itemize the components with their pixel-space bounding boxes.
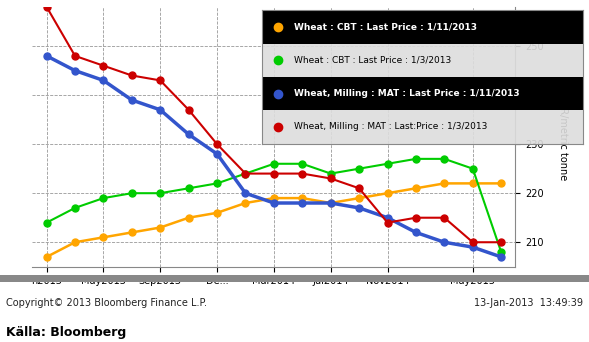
Wheat : CBT : Last Price : 1/11/2013: (8, 219): CBT : Last Price : 1/11/2013: (8, 219) (270, 196, 277, 200)
Wheat : CBT : Last Price : 1/3/2013: (5, 221): CBT : Last Price : 1/3/2013: (5, 221) (185, 186, 192, 190)
Wheat, Milling : MAT : Last Price : 1/11/2013: (10, 218): MAT : Last Price : 1/11/2013: (10, 218) (327, 201, 334, 205)
Wheat : CBT : Last Price : 1/11/2013: (14, 222): CBT : Last Price : 1/11/2013: (14, 222) (441, 181, 448, 185)
Wheat, Milling : MAT : Last Price : 1/3/2013: (2, 246): MAT : Last Price : 1/3/2013: (2, 246) (100, 64, 107, 68)
FancyBboxPatch shape (262, 10, 583, 44)
Wheat : CBT : Last Price : 1/3/2013: (2, 219): CBT : Last Price : 1/3/2013: (2, 219) (100, 196, 107, 200)
Wheat, Milling : MAT : Last Price : 1/3/2013: (13, 215): MAT : Last Price : 1/3/2013: (13, 215) (412, 216, 419, 220)
Wheat : CBT : Last Price : 1/3/2013: (1, 217): CBT : Last Price : 1/3/2013: (1, 217) (71, 206, 78, 210)
Wheat, Milling : MAT : Last Price : 1/3/2013: (4, 243): MAT : Last Price : 1/3/2013: (4, 243) (157, 78, 164, 82)
Wheat : CBT : Last Price : 1/11/2013: (4, 213): CBT : Last Price : 1/11/2013: (4, 213) (157, 225, 164, 229)
Wheat, Milling : MAT : Last Price : 1/11/2013: (1, 245): MAT : Last Price : 1/11/2013: (1, 245) (71, 68, 78, 73)
Wheat : CBT : Last Price : 1/3/2013: (16, 208): CBT : Last Price : 1/3/2013: (16, 208) (498, 250, 505, 254)
Line: Wheat : CBT : Last Price : 1/11/2013: Wheat : CBT : Last Price : 1/11/2013 (43, 180, 505, 260)
Wheat : CBT : Last Price : 1/3/2013: (3, 220): CBT : Last Price : 1/3/2013: (3, 220) (128, 191, 135, 195)
Wheat : CBT : Last Price : 1/11/2013: (2, 211): CBT : Last Price : 1/11/2013: (2, 211) (100, 235, 107, 239)
Text: Copyright© 2013 Bloomberg Finance L.P.: Copyright© 2013 Bloomberg Finance L.P. (6, 298, 207, 308)
Wheat, Milling : MAT : Last Price : 1/3/2013: (1, 248): MAT : Last Price : 1/3/2013: (1, 248) (71, 54, 78, 58)
Text: Wheat : CBT : Last Price : 1/3/2013: Wheat : CBT : Last Price : 1/3/2013 (294, 56, 451, 65)
Line: Wheat, Milling : MAT : Last Price : 1/11/2013: Wheat, Milling : MAT : Last Price : 1/11… (43, 52, 505, 260)
Line: Wheat : CBT : Last Price : 1/3/2013: Wheat : CBT : Last Price : 1/3/2013 (43, 155, 505, 255)
Wheat : CBT : Last Price : 1/11/2013: (5, 215): CBT : Last Price : 1/11/2013: (5, 215) (185, 216, 192, 220)
Wheat, Milling : MAT : Last Price : 1/11/2013: (4, 237): MAT : Last Price : 1/11/2013: (4, 237) (157, 108, 164, 112)
Wheat : CBT : Last Price : 1/11/2013: (16, 222): CBT : Last Price : 1/11/2013: (16, 222) (498, 181, 505, 185)
Wheat : CBT : Last Price : 1/3/2013: (6, 222): CBT : Last Price : 1/3/2013: (6, 222) (214, 181, 221, 185)
Wheat : CBT : Last Price : 1/11/2013: (0, 207): CBT : Last Price : 1/11/2013: (0, 207) (43, 255, 50, 259)
Wheat, Milling : MAT : Last Price : 1/11/2013: (15, 209): MAT : Last Price : 1/11/2013: (15, 209) (469, 245, 477, 249)
Wheat, Milling : MAT : Last Price : 1/11/2013: (7, 220): MAT : Last Price : 1/11/2013: (7, 220) (242, 191, 249, 195)
Wheat, Milling : MAT : Last Price : 1/3/2013: (6, 230): MAT : Last Price : 1/3/2013: (6, 230) (214, 142, 221, 146)
Wheat : CBT : Last Price : 1/3/2013: (15, 225): CBT : Last Price : 1/3/2013: (15, 225) (469, 167, 477, 171)
Wheat : CBT : Last Price : 1/11/2013: (3, 212): CBT : Last Price : 1/11/2013: (3, 212) (128, 231, 135, 235)
Wheat : CBT : Last Price : 1/3/2013: (4, 220): CBT : Last Price : 1/3/2013: (4, 220) (157, 191, 164, 195)
Wheat, Milling : MAT : Last Price : 1/11/2013: (12, 215): MAT : Last Price : 1/11/2013: (12, 215) (384, 216, 391, 220)
Wheat : CBT : Last Price : 1/11/2013: (11, 219): CBT : Last Price : 1/11/2013: (11, 219) (356, 196, 363, 200)
Text: Wheat : CBT : Last Price : 1/11/2013: Wheat : CBT : Last Price : 1/11/2013 (294, 23, 477, 31)
Wheat, Milling : MAT : Last Price : 1/3/2013: (3, 244): MAT : Last Price : 1/3/2013: (3, 244) (128, 74, 135, 78)
Wheat, Milling : MAT : Last Price : 1/11/2013: (16, 207): MAT : Last Price : 1/11/2013: (16, 207) (498, 255, 505, 259)
Wheat, Milling : MAT : Last Price : 1/11/2013: (9, 218): MAT : Last Price : 1/11/2013: (9, 218) (299, 201, 306, 205)
Wheat, Milling : MAT : Last Price : 1/3/2013: (8, 224): MAT : Last Price : 1/3/2013: (8, 224) (270, 172, 277, 176)
Wheat : CBT : Last Price : 1/11/2013: (9, 219): CBT : Last Price : 1/11/2013: (9, 219) (299, 196, 306, 200)
Wheat, Milling : MAT : Last Price : 1/11/2013: (6, 228): MAT : Last Price : 1/11/2013: (6, 228) (214, 152, 221, 156)
Wheat, Milling : MAT : Last Price : 1/11/2013: (5, 232): MAT : Last Price : 1/11/2013: (5, 232) (185, 132, 192, 136)
Wheat : CBT : Last Price : 1/3/2013: (10, 224): CBT : Last Price : 1/3/2013: (10, 224) (327, 172, 334, 176)
Wheat, Milling : MAT : Last Price : 1/3/2013: (14, 215): MAT : Last Price : 1/3/2013: (14, 215) (441, 216, 448, 220)
Wheat : CBT : Last Price : 1/3/2013: (13, 227): CBT : Last Price : 1/3/2013: (13, 227) (412, 157, 419, 161)
Wheat : CBT : Last Price : 1/3/2013: (7, 224): CBT : Last Price : 1/3/2013: (7, 224) (242, 172, 249, 176)
FancyBboxPatch shape (262, 77, 583, 110)
Wheat, Milling : MAT : Last Price : 1/3/2013: (11, 221): MAT : Last Price : 1/3/2013: (11, 221) (356, 186, 363, 190)
Wheat, Milling : MAT : Last Price : 1/3/2013: (12, 214): MAT : Last Price : 1/3/2013: (12, 214) (384, 221, 391, 225)
Wheat : CBT : Last Price : 1/11/2013: (1, 210): CBT : Last Price : 1/11/2013: (1, 210) (71, 240, 78, 244)
Wheat, Milling : MAT : Last Price : 1/3/2013: (15, 210): MAT : Last Price : 1/3/2013: (15, 210) (469, 240, 477, 244)
Wheat, Milling : MAT : Last Price : 1/3/2013: (9, 224): MAT : Last Price : 1/3/2013: (9, 224) (299, 172, 306, 176)
Wheat, Milling : MAT : Last Price : 1/11/2013: (14, 210): MAT : Last Price : 1/11/2013: (14, 210) (441, 240, 448, 244)
Wheat : CBT : Last Price : 1/3/2013: (8, 226): CBT : Last Price : 1/3/2013: (8, 226) (270, 162, 277, 166)
Wheat, Milling : MAT : Last Price : 1/3/2013: (5, 237): MAT : Last Price : 1/3/2013: (5, 237) (185, 108, 192, 112)
Wheat : CBT : Last Price : 1/11/2013: (13, 221): CBT : Last Price : 1/11/2013: (13, 221) (412, 186, 419, 190)
Wheat, Milling : MAT : Last Price : 1/11/2013: (3, 239): MAT : Last Price : 1/11/2013: (3, 239) (128, 98, 135, 102)
Wheat : CBT : Last Price : 1/11/2013: (10, 218): CBT : Last Price : 1/11/2013: (10, 218) (327, 201, 334, 205)
Wheat, Milling : MAT : Last Price : 1/11/2013: (8, 218): MAT : Last Price : 1/11/2013: (8, 218) (270, 201, 277, 205)
Wheat, Milling : MAT : Last Price : 1/3/2013: (7, 224): MAT : Last Price : 1/3/2013: (7, 224) (242, 172, 249, 176)
Text: Wheat, Milling : MAT : Last:Price : 1/3/2013: Wheat, Milling : MAT : Last:Price : 1/3/… (294, 122, 488, 131)
Wheat : CBT : Last Price : 1/11/2013: (7, 218): CBT : Last Price : 1/11/2013: (7, 218) (242, 201, 249, 205)
Wheat : CBT : Last Price : 1/3/2013: (14, 227): CBT : Last Price : 1/3/2013: (14, 227) (441, 157, 448, 161)
Wheat : CBT : Last Price : 1/3/2013: (9, 226): CBT : Last Price : 1/3/2013: (9, 226) (299, 162, 306, 166)
Wheat : CBT : Last Price : 1/3/2013: (0, 214): CBT : Last Price : 1/3/2013: (0, 214) (43, 221, 50, 225)
Wheat, Milling : MAT : Last Price : 1/11/2013: (13, 212): MAT : Last Price : 1/11/2013: (13, 212) (412, 231, 419, 235)
Wheat : CBT : Last Price : 1/3/2013: (12, 226): CBT : Last Price : 1/3/2013: (12, 226) (384, 162, 391, 166)
Wheat, Milling : MAT : Last Price : 1/11/2013: (2, 243): MAT : Last Price : 1/11/2013: (2, 243) (100, 78, 107, 82)
Wheat : CBT : Last Price : 1/3/2013: (11, 225): CBT : Last Price : 1/3/2013: (11, 225) (356, 167, 363, 171)
Text: Källa: Bloomberg: Källa: Bloomberg (6, 326, 126, 339)
Wheat, Milling : MAT : Last Price : 1/11/2013: (11, 217): MAT : Last Price : 1/11/2013: (11, 217) (356, 206, 363, 210)
Text: Wheat, Milling : MAT : Last Price : 1/11/2013: Wheat, Milling : MAT : Last Price : 1/11… (294, 89, 520, 98)
Text: 13-Jan-2013  13:49:39: 13-Jan-2013 13:49:39 (474, 298, 583, 308)
Wheat : CBT : Last Price : 1/11/2013: (6, 216): CBT : Last Price : 1/11/2013: (6, 216) (214, 211, 221, 215)
Wheat : CBT : Last Price : 1/11/2013: (12, 220): CBT : Last Price : 1/11/2013: (12, 220) (384, 191, 391, 195)
Wheat, Milling : MAT : Last Price : 1/3/2013: (10, 223): MAT : Last Price : 1/3/2013: (10, 223) (327, 176, 334, 181)
Wheat : CBT : Last Price : 1/11/2013: (15, 222): CBT : Last Price : 1/11/2013: (15, 222) (469, 181, 477, 185)
Wheat, Milling : MAT : Last Price : 1/3/2013: (16, 210): MAT : Last Price : 1/3/2013: (16, 210) (498, 240, 505, 244)
Wheat, Milling : MAT : Last Price : 1/11/2013: (0, 248): MAT : Last Price : 1/11/2013: (0, 248) (43, 54, 50, 58)
Y-axis label: EUR/metric tonne: EUR/metric tonne (558, 94, 568, 180)
Wheat, Milling : MAT : Last Price : 1/3/2013: (0, 258): MAT : Last Price : 1/3/2013: (0, 258) (43, 5, 50, 9)
Line: Wheat, Milling : MAT : Last Price : 1/3/2013: Wheat, Milling : MAT : Last Price : 1/3/… (43, 3, 505, 246)
